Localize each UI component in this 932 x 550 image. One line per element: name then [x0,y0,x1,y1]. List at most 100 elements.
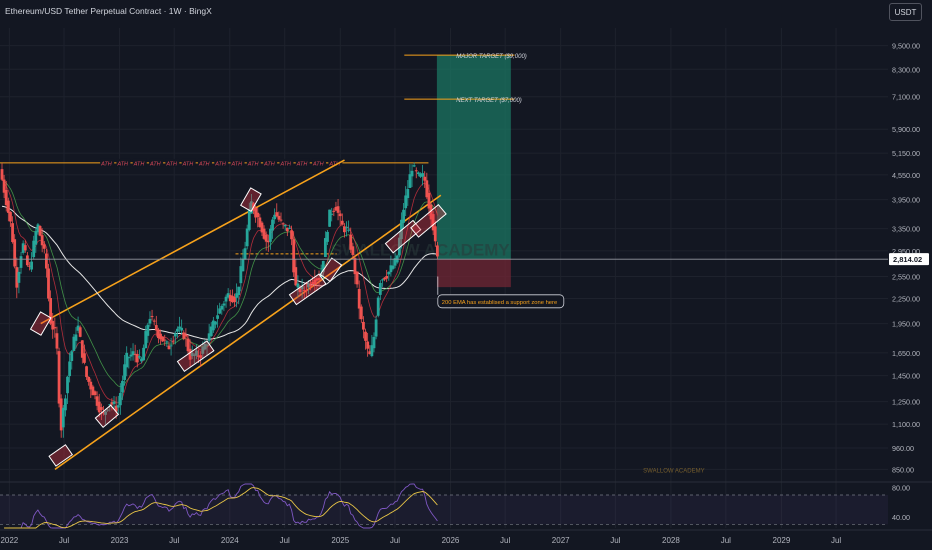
candle-body [372,336,376,349]
candle-body [400,219,403,240]
candle-body [19,256,23,268]
candle-body [176,328,179,332]
candle-body [340,220,344,225]
candle-body [404,195,408,209]
candle-body [140,358,143,362]
candle-body [402,209,405,223]
candle-body [184,334,188,337]
candle-body [66,376,69,394]
ath-label-bg [132,158,147,167]
x-tick-label: Jul [59,536,69,545]
ema-note-box [437,294,565,309]
candle-body [21,243,25,253]
candle-body [283,224,287,227]
candle-body [30,261,33,270]
candle-body [304,290,308,292]
ath-label: ATH [312,161,324,167]
candle-body [61,407,65,428]
y-tick-label: 4,550.00 [892,171,920,180]
candle-body [243,248,247,260]
candle-body [435,245,439,257]
candle-body [302,290,306,292]
y-tick-label: 1,650.00 [892,349,920,358]
ath-label: ATH [198,161,210,167]
touch-point-box [94,404,120,429]
y-tick-label: 5,900.00 [892,125,920,134]
candle-body [355,271,359,285]
touch-point-box [410,204,447,238]
x-tick-label: Jul [500,536,510,545]
ema-200-line [1,205,438,340]
candle-body [245,228,249,247]
candle-body [414,170,418,172]
candle-body [410,170,414,177]
candle-body [264,234,268,242]
candle-body [317,277,321,280]
x-tick-label: 2028 [662,536,680,545]
watermark-center: SWALLOW ACADEMY [331,241,510,260]
candle-body [416,172,420,175]
candle-body [389,265,393,273]
candle-body [334,206,338,211]
candles [0,162,439,438]
candle-body [38,226,42,236]
candle-body [256,212,260,218]
candle-body [338,213,342,217]
candle-body [47,268,50,299]
candle-body [233,296,236,303]
x-tick-label: Jul [390,536,400,545]
candle-body [148,318,152,324]
ath-label: ATH [100,161,112,167]
ath-label-bg [197,158,212,167]
ath-label: ATH [247,161,259,167]
candle-body [9,211,12,222]
candle-body [57,351,61,404]
candle-body [239,266,243,284]
y-tick-label: 960.00 [892,444,914,453]
candle-body [332,210,336,212]
candle-body [23,245,27,251]
ath-label-bg [214,158,229,167]
ath-label: ATH [263,161,275,167]
candle-body [222,303,226,306]
candle-body [182,332,186,339]
candle-body [137,356,141,358]
candle-body [13,239,17,267]
candle-body [161,336,165,342]
candle-body [425,180,429,198]
candle-body [311,281,315,285]
candle-body [110,402,114,405]
candle-body [383,277,386,280]
candle-body [307,283,310,288]
candle-body [190,352,194,357]
candle-body [199,355,203,358]
currency-selector-button[interactable]: USDT [889,3,922,21]
candle-body [25,255,29,266]
next-target-label: NEXT TARGET ($7,000) [456,98,522,104]
candle-body [186,338,190,352]
candle-body [235,293,239,298]
x-tick-label: Jul [169,536,179,545]
candle-body [336,206,340,213]
y-tick-label: 1,450.00 [892,372,920,381]
ath-label: ATH [214,161,226,167]
candle-body [345,227,348,229]
candle-body [296,283,300,288]
candle-body [59,398,63,431]
candle-body [273,214,277,220]
candle-body [298,288,302,293]
candle-body [370,345,374,357]
candle-body [6,200,10,213]
candle-body [55,333,59,349]
candle-body [366,341,370,349]
candle-body [211,320,215,331]
candle-body [74,334,78,341]
candle-body [131,351,135,356]
candle-body [427,192,431,209]
candle-body [421,173,424,177]
y-tick-label: 3,350.00 [892,225,920,234]
candle-body [260,222,264,233]
candle-body [104,411,107,415]
candle-body [142,347,146,361]
